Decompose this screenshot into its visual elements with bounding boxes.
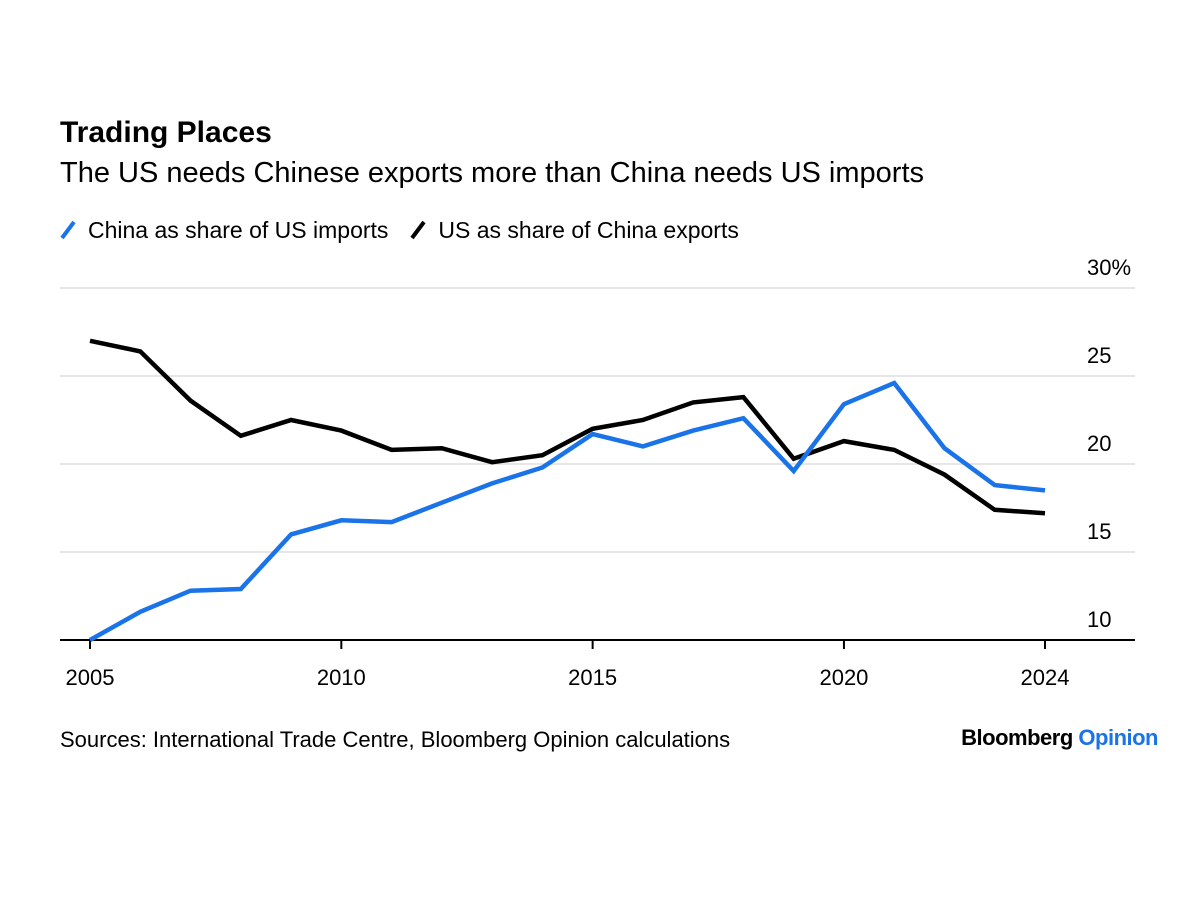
x-tick-label-2020: 2020 (819, 665, 868, 690)
x-tick-label-2024: 2024 (1021, 665, 1070, 690)
series-line-us-as-share-of-china-exports (89, 338, 1046, 516)
y-tick-label-15: 15 (1087, 519, 1111, 544)
axis-layer: 10 15 20 25 30% 2005 2010 2015 2020 2024 (60, 255, 1135, 690)
chart-subtitle: The US needs Chinese exports more than C… (60, 157, 924, 189)
legend-swatch-blue (60, 220, 76, 240)
legend: China as share of US imports US as share… (60, 214, 761, 246)
x-tick-label-2005: 2005 (66, 665, 115, 690)
brand-bloomberg: Bloomberg (961, 725, 1073, 750)
y-tick-label-30: 30% (1087, 255, 1131, 280)
chart-title: Trading Places (60, 116, 272, 149)
y-tick-label-10: 10 (1087, 607, 1111, 632)
x-tick-label-2015: 2015 (568, 665, 617, 690)
legend-label-china-share-us-imports: China as share of US imports (88, 216, 389, 243)
series-layer (88, 338, 1046, 642)
legend-item-us-share-china-exports: US as share of China exports (410, 216, 739, 244)
legend-label-us-share-china-exports: US as share of China exports (438, 216, 739, 243)
series-line-china-as-share-of-us-imports (88, 380, 1046, 642)
source-note: Sources: International Trade Centre, Blo… (60, 727, 731, 752)
bloomberg-opinion-logo: Bloomberg Opinion (961, 725, 1158, 751)
grid-layer (60, 287, 1135, 553)
brand-opinion: Opinion (1078, 725, 1158, 750)
legend-item-china-share-us-imports: China as share of US imports (60, 217, 388, 244)
legend-swatch-black (410, 220, 427, 240)
y-tick-label-25: 25 (1087, 343, 1111, 368)
x-tick-label-2010: 2010 (317, 665, 366, 690)
y-tick-label-20: 20 (1087, 431, 1111, 456)
